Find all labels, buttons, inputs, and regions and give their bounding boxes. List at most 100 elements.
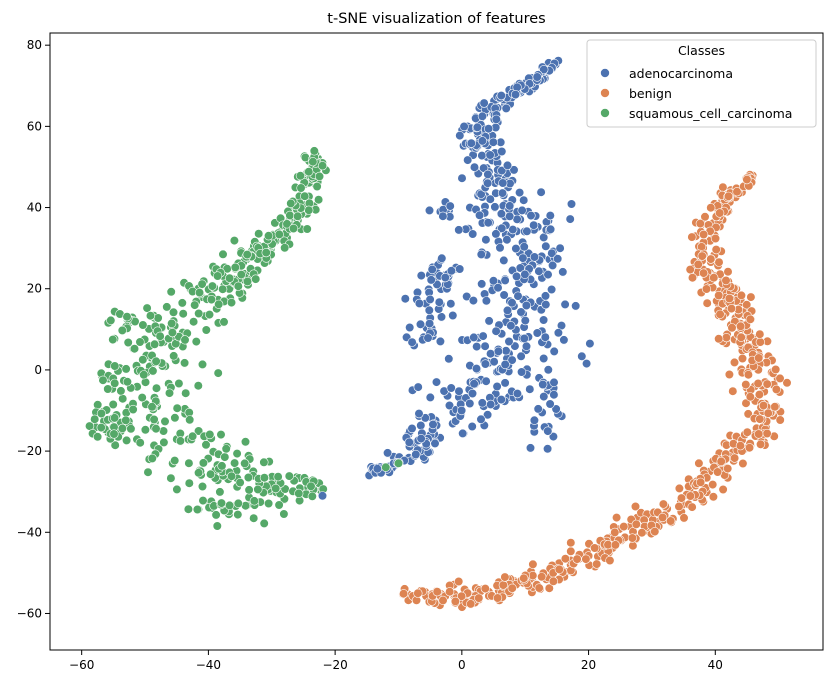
scatter-point-squamous-cell-carcinoma [150, 339, 160, 349]
scatter-point-benign [698, 268, 709, 278]
scatter-point-adenocarcinoma [455, 264, 465, 274]
scatter-point-squamous-cell-carcinoma [110, 361, 120, 371]
scatter-point-adenocarcinoma [521, 341, 532, 351]
scatter-point-benign [566, 546, 576, 556]
scatter-point-squamous-cell-carcinoma [282, 219, 292, 229]
scatter-point-adenocarcinoma [532, 72, 542, 82]
scatter-point-adenocarcinoma [509, 165, 519, 175]
scatter-point-squamous-cell-carcinoma [242, 276, 253, 287]
scatter-point-squamous-cell-carcinoma [126, 424, 136, 434]
scatter-point-adenocarcinoma [501, 346, 511, 356]
scatter-point-squamous-cell-carcinoma [251, 274, 261, 284]
scatter-point-squamous-cell-carcinoma [191, 337, 201, 347]
scatter-point-squamous-cell-carcinoma [226, 298, 237, 308]
scatter-point-adenocarcinoma [477, 398, 487, 408]
scatter-point-adenocarcinoma [446, 266, 457, 276]
legend-marker-benign [600, 88, 610, 98]
scatter-point-benign [534, 583, 544, 593]
scatter-point-benign [755, 439, 766, 449]
scatter-point-squamous-cell-carcinoma [151, 383, 162, 393]
scatter-point-adenocarcinoma [468, 229, 478, 239]
scatter-point-adenocarcinoma [502, 160, 513, 170]
scatter-point-squamous-cell-carcinoma [273, 472, 283, 482]
scatter-point-benign [581, 554, 591, 564]
scatter-point-benign [706, 203, 716, 213]
scatter-point-adenocarcinoma [534, 266, 544, 276]
scatter-point-benign [466, 599, 476, 609]
scatter-point-adenocarcinoma [488, 276, 499, 286]
scatter-point-adenocarcinoma [529, 415, 540, 425]
scatter-point-adenocarcinoma [462, 291, 472, 302]
scatter-point-squamous-cell-carcinoma [304, 167, 314, 177]
scatter-point-benign [537, 572, 547, 582]
scatter-point-squamous-cell-carcinoma [264, 231, 274, 241]
scatter-point-benign [611, 512, 622, 523]
scatter-point-squamous-cell-carcinoma [249, 496, 259, 506]
scatter-point-squamous-cell-carcinoma [220, 452, 230, 462]
scatter-point-benign [693, 259, 703, 270]
scatter-point-benign [723, 191, 734, 201]
scatter-point-squamous-cell-carcinoma [306, 481, 316, 491]
scatter-point-squamous-cell-carcinoma [295, 171, 306, 181]
scatter-point-adenocarcinoma [478, 331, 488, 341]
scatter-point-benign [742, 300, 752, 310]
scatter-point-squamous-cell-carcinoma [201, 325, 211, 335]
scatter-point-squamous-cell-carcinoma [221, 444, 231, 454]
scatter-point-squamous-cell-carcinoma [274, 500, 284, 510]
scatter-point-benign [743, 409, 753, 419]
scatter-point-squamous-cell-carcinoma [188, 431, 198, 441]
scatter-point-benign [544, 583, 554, 593]
scatter-point-squamous-cell-carcinoma [123, 337, 133, 348]
scatter-point-adenocarcinoma [559, 335, 569, 345]
scatter-point-adenocarcinoma [539, 64, 549, 75]
scatter-point-adenocarcinoma [539, 353, 549, 364]
scatter-point-squamous-cell-carcinoma [235, 478, 245, 488]
scatter-point-squamous-cell-carcinoma [227, 471, 237, 481]
scatter-point-squamous-cell-carcinoma [162, 302, 172, 312]
scatter-point-adenocarcinoma [532, 328, 542, 338]
legend-title: Classes [678, 43, 725, 58]
scatter-point-adenocarcinoma [440, 273, 450, 283]
y-tick-label: 20 [27, 282, 42, 296]
scatter-point-adenocarcinoma [428, 419, 438, 430]
scatter-point-adenocarcinoma [501, 103, 511, 113]
scatter-point-adenocarcinoma [446, 383, 456, 393]
scatter-point-squamous-cell-carcinoma [212, 521, 222, 531]
scatter-point-squamous-cell-carcinoma [117, 325, 127, 336]
scatter-point-adenocarcinoma [407, 423, 417, 434]
scatter-point-adenocarcinoma [411, 449, 421, 460]
scatter-point-squamous-cell-carcinoma [194, 288, 205, 298]
scatter-point-adenocarcinoma [435, 336, 446, 347]
scatter-point-benign [432, 587, 442, 597]
scatter-point-benign [498, 580, 508, 590]
scatter-point-adenocarcinoma [498, 178, 508, 188]
scatter-point-adenocarcinoma [545, 211, 555, 221]
y-tick-label: 40 [27, 201, 42, 215]
scatter-point-adenocarcinoma [558, 267, 568, 277]
legend-marker-squamous-cell-carcinoma [600, 108, 610, 118]
scatter-point-squamous-cell-carcinoma [175, 436, 185, 446]
scatter-point-adenocarcinoma [416, 434, 426, 444]
scatter-point-squamous-cell-carcinoma [106, 315, 116, 326]
scatter-point-adenocarcinoma [486, 399, 496, 410]
scatter-point-benign [718, 182, 728, 192]
scatter-point-adenocarcinoma [566, 199, 577, 209]
scatter-point-squamous-cell-carcinoma [197, 359, 208, 370]
scatter-point-squamous-cell-carcinoma [259, 473, 270, 483]
scatter-point-benign [736, 332, 746, 342]
scatter-point-squamous-cell-carcinoma [285, 210, 295, 220]
scatter-point-squamous-cell-carcinoma [314, 195, 324, 205]
scatter-point-squamous-cell-carcinoma [197, 279, 207, 289]
scatter-point-adenocarcinoma [551, 404, 561, 414]
scatter-point-squamous-cell-carcinoma [194, 308, 204, 319]
scatter-point-benign [716, 456, 726, 467]
scatter-point-adenocarcinoma [475, 210, 485, 220]
scatter-point-squamous-cell-carcinoma [213, 271, 223, 281]
scatter-point-squamous-cell-carcinoma [108, 399, 118, 410]
scatter-point-adenocarcinoma [477, 279, 487, 289]
scatter-point-adenocarcinoma [484, 124, 494, 134]
x-tick-label: −20 [322, 658, 347, 672]
scatter-point-adenocarcinoma [448, 310, 458, 321]
scatter-point-benign [474, 593, 484, 603]
